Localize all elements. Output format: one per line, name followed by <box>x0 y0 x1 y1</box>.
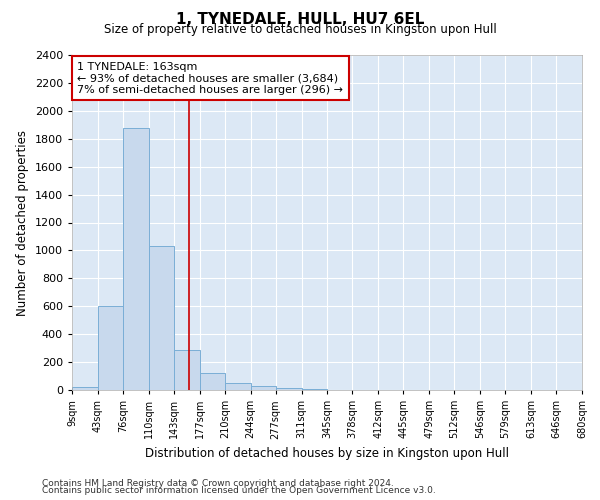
Text: 1, TYNEDALE, HULL, HU7 6EL: 1, TYNEDALE, HULL, HU7 6EL <box>176 12 424 28</box>
Text: Size of property relative to detached houses in Kingston upon Hull: Size of property relative to detached ho… <box>104 22 496 36</box>
Text: Contains HM Land Registry data © Crown copyright and database right 2024.: Contains HM Land Registry data © Crown c… <box>42 478 394 488</box>
Y-axis label: Number of detached properties: Number of detached properties <box>16 130 29 316</box>
Bar <box>149 246 174 390</box>
Bar <box>72 387 98 390</box>
Bar <box>98 306 123 390</box>
Bar <box>275 388 302 390</box>
X-axis label: Distribution of detached houses by size in Kingston upon Hull: Distribution of detached houses by size … <box>145 447 509 460</box>
Text: 1 TYNEDALE: 163sqm
← 93% of detached houses are smaller (3,684)
7% of semi-detac: 1 TYNEDALE: 163sqm ← 93% of detached hou… <box>77 62 343 95</box>
Bar <box>251 386 275 390</box>
Bar <box>123 128 149 390</box>
Bar <box>174 350 200 390</box>
Bar <box>225 383 251 390</box>
Bar <box>200 373 225 390</box>
Text: Contains public sector information licensed under the Open Government Licence v3: Contains public sector information licen… <box>42 486 436 495</box>
